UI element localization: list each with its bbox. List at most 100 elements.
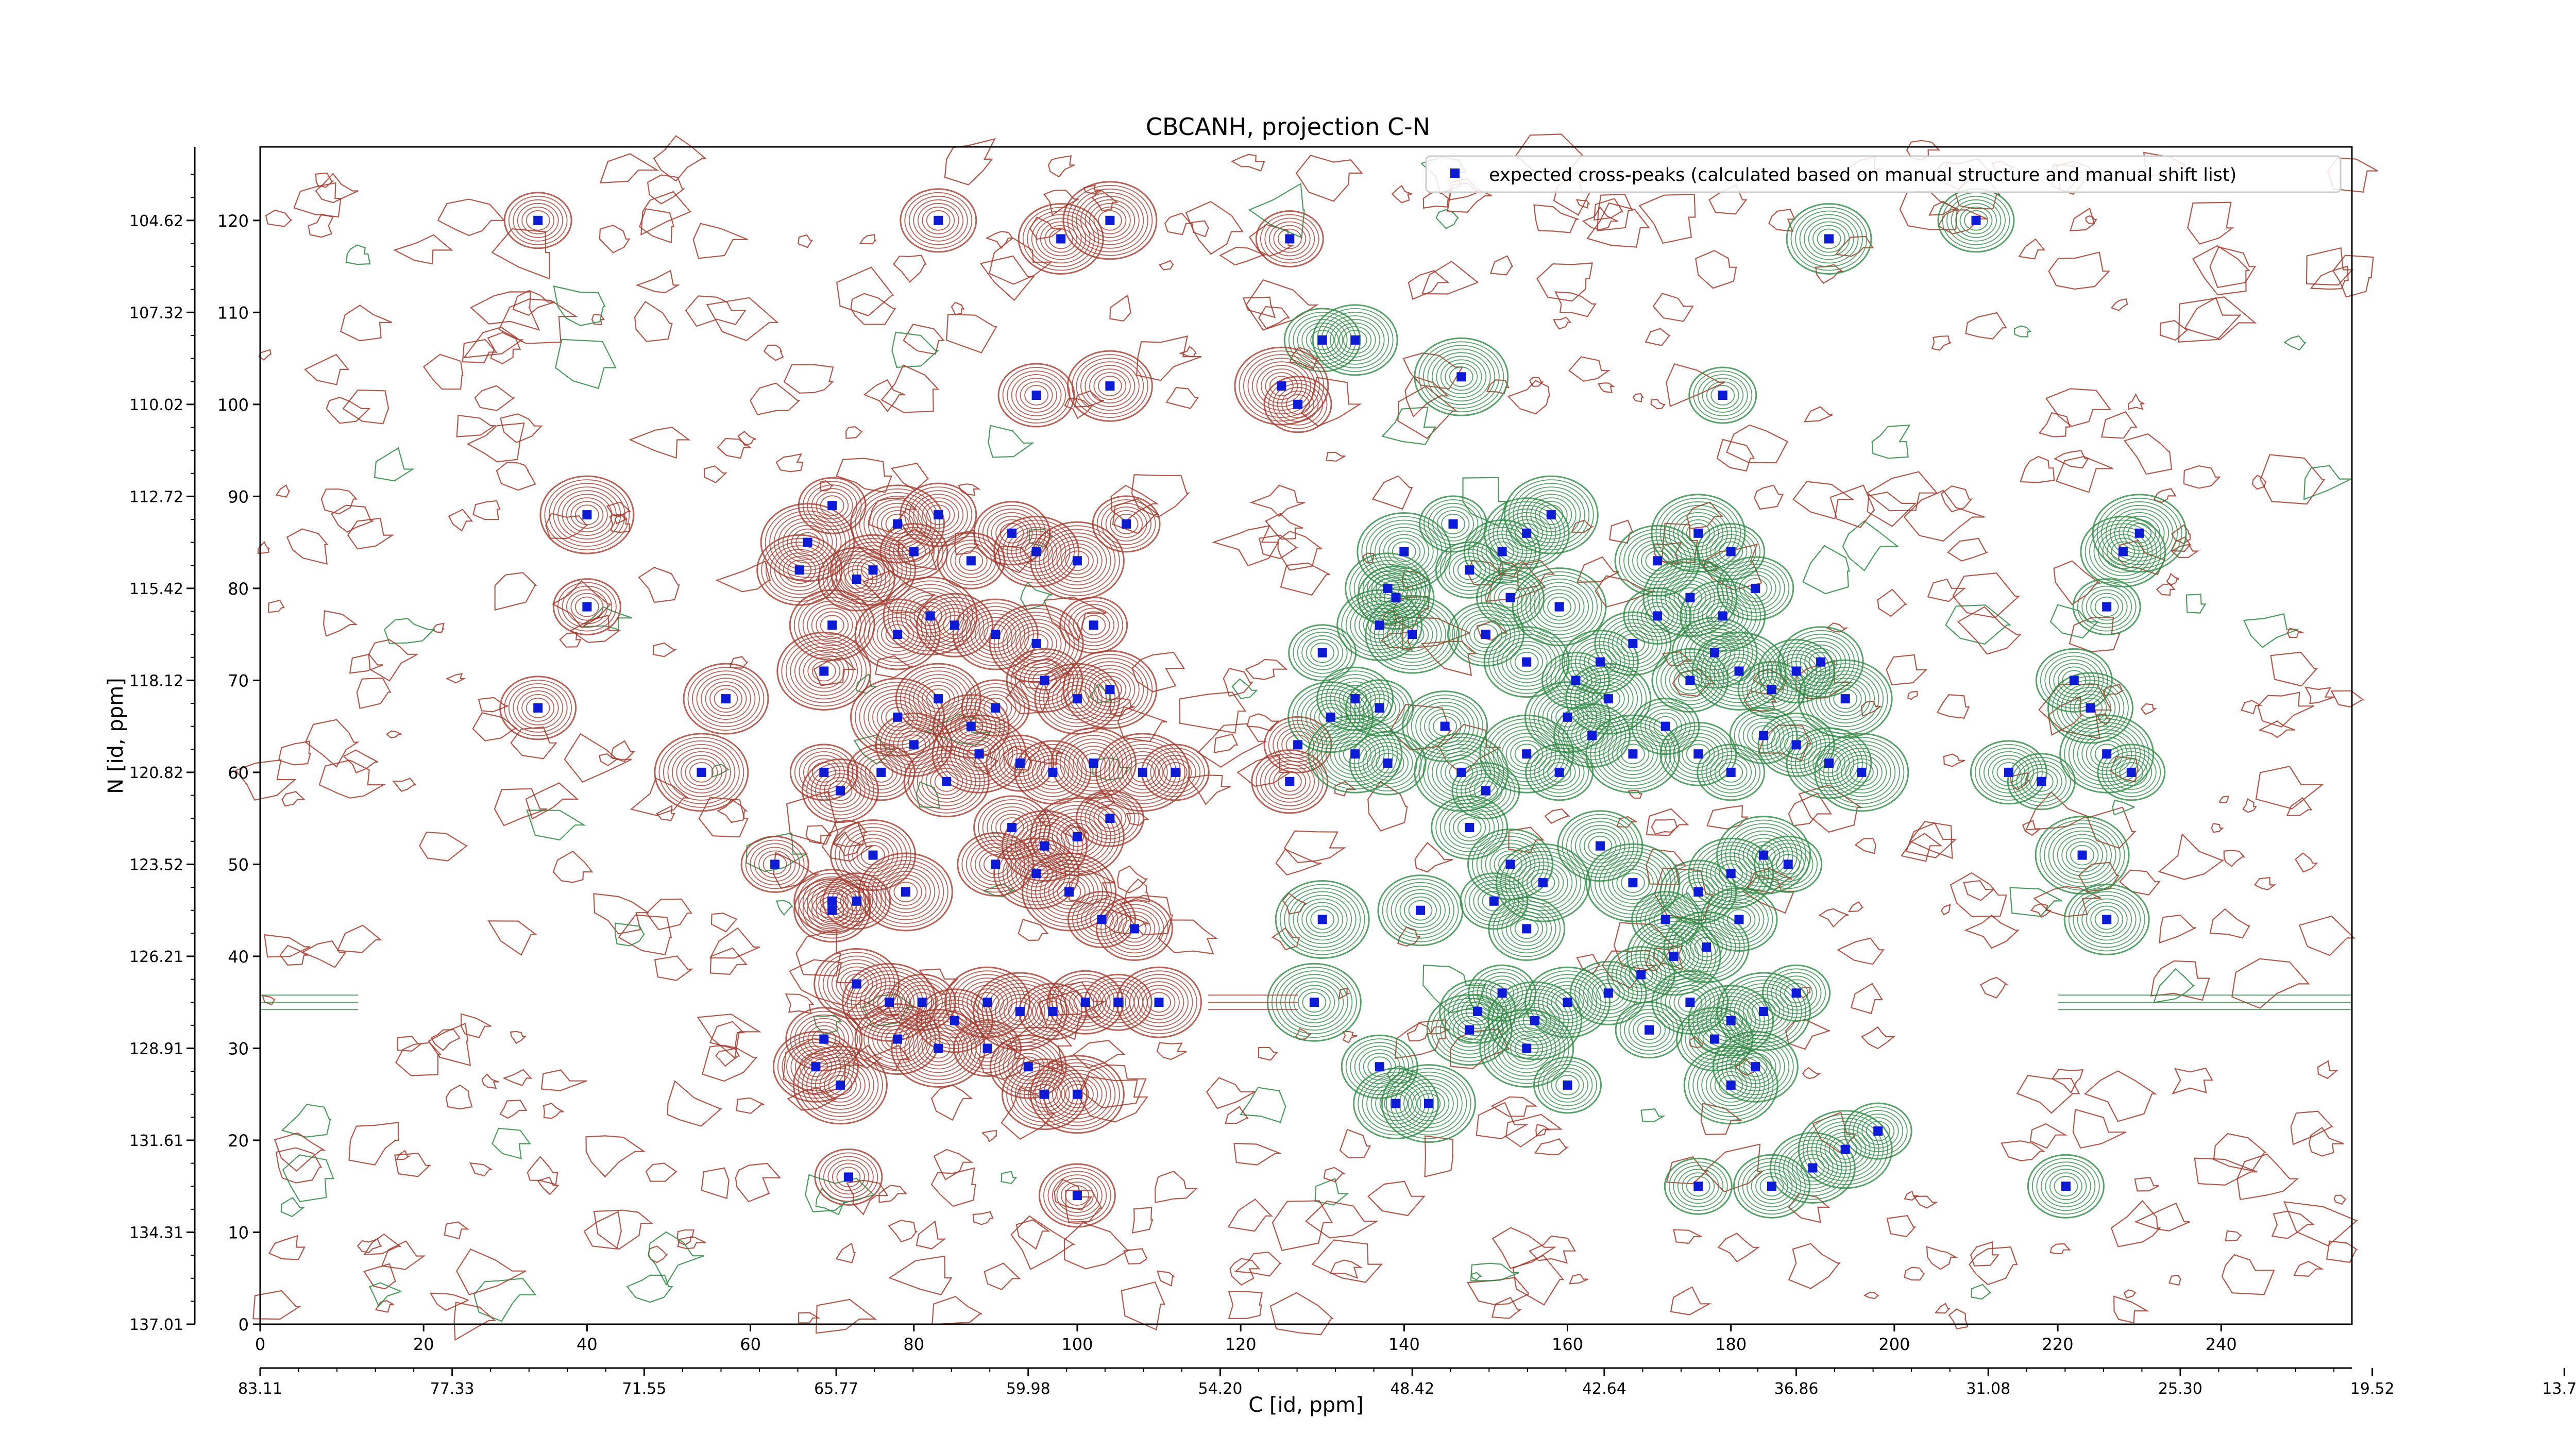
peak-contour bbox=[810, 1060, 870, 1110]
peak-contour bbox=[789, 744, 858, 801]
peak-contour bbox=[1691, 632, 1787, 711]
noise-contour bbox=[2271, 1210, 2315, 1239]
peak-contour bbox=[557, 490, 617, 539]
noise-contour bbox=[1505, 1113, 1563, 1148]
peak-contour bbox=[1543, 758, 1576, 786]
noise-contour bbox=[2127, 393, 2145, 410]
noise-contour bbox=[1489, 255, 1514, 276]
peak-contour bbox=[1379, 530, 1430, 573]
cross-peak-marker bbox=[1089, 620, 1098, 630]
noise-contour bbox=[267, 599, 285, 613]
noise-contour bbox=[1646, 808, 1689, 836]
y-ppm-tick-label: 115.42 bbox=[129, 580, 183, 598]
peak-contour bbox=[2011, 756, 2071, 806]
peak-contour bbox=[1100, 900, 1168, 957]
peak-contour bbox=[539, 475, 635, 554]
noise-contour bbox=[2221, 1254, 2275, 1295]
noise-contour bbox=[258, 349, 272, 361]
peak-contour bbox=[807, 657, 841, 685]
y-ppm-tick-label: 104.62 bbox=[129, 212, 183, 230]
noise-contour bbox=[1788, 792, 1832, 826]
noise-contour bbox=[1940, 904, 1951, 916]
cross-peak-marker bbox=[934, 1043, 943, 1053]
peak-contour bbox=[2064, 718, 2150, 790]
cross-peak-marker bbox=[1015, 758, 1025, 768]
y-tick-label: 20 bbox=[228, 1131, 249, 1151]
noise-contour bbox=[2016, 1075, 2080, 1114]
noise-contour bbox=[988, 425, 1035, 458]
peak-contour bbox=[942, 615, 967, 636]
peak-contour bbox=[769, 510, 846, 575]
cross-peak-marker bbox=[2134, 528, 2144, 538]
peak-contour bbox=[2094, 909, 2119, 930]
peak-contour bbox=[1408, 1086, 1450, 1121]
cross-peak-marker bbox=[1587, 731, 1597, 740]
y-tick-label: 30 bbox=[228, 1039, 249, 1058]
peak-contour bbox=[1714, 1071, 1748, 1099]
peak-contour bbox=[799, 751, 850, 794]
noise-contour bbox=[1544, 808, 1570, 824]
cross-peak-marker bbox=[1105, 685, 1115, 695]
noise-contour bbox=[268, 1235, 306, 1260]
cross-peak-marker bbox=[1416, 905, 1425, 915]
noise-contour bbox=[1020, 582, 1053, 611]
noise-contour bbox=[1404, 376, 1449, 418]
noise-contour bbox=[1798, 784, 1863, 833]
peak-contour bbox=[1476, 836, 1545, 893]
peak-contour bbox=[934, 771, 959, 792]
peak-contour bbox=[1518, 1007, 1552, 1035]
noise-contour bbox=[1700, 1103, 1743, 1135]
cross-peak-marker bbox=[1751, 1062, 1760, 1072]
noise-contour bbox=[1837, 937, 1885, 965]
peak-contour bbox=[526, 698, 550, 718]
peak-contour bbox=[2093, 527, 2153, 577]
noise-contour bbox=[2110, 1200, 2161, 1247]
cross-peak-marker bbox=[1072, 556, 1082, 566]
peak-contour bbox=[1955, 203, 1997, 238]
peak-contour bbox=[868, 692, 927, 742]
x-tick-label: 220 bbox=[2042, 1335, 2074, 1354]
x-tick-label: 200 bbox=[1878, 1335, 1910, 1354]
peak-contour bbox=[1428, 503, 1479, 545]
cross-peak-marker bbox=[836, 786, 845, 796]
peak-contour bbox=[1596, 688, 1621, 709]
peak-contour bbox=[1547, 762, 1572, 783]
peak-contour bbox=[872, 864, 940, 920]
noise-contour bbox=[630, 778, 690, 816]
noise-contour bbox=[736, 1097, 765, 1114]
noise-contour bbox=[1329, 1259, 1363, 1279]
peak-contour bbox=[793, 878, 871, 943]
peak-contour bbox=[513, 687, 564, 729]
peak-contour bbox=[1482, 890, 1506, 912]
peak-contour bbox=[881, 1025, 914, 1053]
peak-contour bbox=[1645, 605, 1670, 627]
noise-contour bbox=[2260, 454, 2326, 505]
peak-contour bbox=[1787, 633, 1855, 690]
noise-contour bbox=[2236, 1153, 2299, 1201]
peak-contour bbox=[1469, 777, 1502, 805]
noise-contour bbox=[2293, 1260, 2325, 1277]
peak-contour bbox=[1767, 968, 1826, 1018]
peak-contour bbox=[701, 678, 751, 720]
noise-contour bbox=[2150, 960, 2210, 1001]
x-ppm-tick-label: 54.20 bbox=[1198, 1380, 1243, 1398]
peak-contour bbox=[1386, 882, 1454, 939]
noise-contour bbox=[1907, 690, 1918, 700]
peak-contour bbox=[1719, 1074, 1743, 1095]
peak-contour bbox=[1457, 817, 1482, 838]
peak-contour bbox=[1612, 626, 1654, 661]
peak-contour bbox=[819, 773, 861, 808]
peak-contour bbox=[1396, 620, 1429, 648]
cross-peak-marker bbox=[1530, 1016, 1540, 1025]
peak-contour bbox=[714, 688, 738, 709]
peak-contour bbox=[1092, 495, 1161, 553]
peak-contour bbox=[961, 836, 1030, 893]
peak-contour bbox=[1565, 663, 1652, 735]
noise-contour bbox=[392, 778, 417, 792]
cross-peak-marker bbox=[827, 896, 837, 906]
noise-contour bbox=[481, 1073, 499, 1089]
noise-contour bbox=[1258, 534, 1299, 560]
cross-peak-marker bbox=[811, 1062, 821, 1072]
peak-contour bbox=[1418, 737, 1504, 808]
